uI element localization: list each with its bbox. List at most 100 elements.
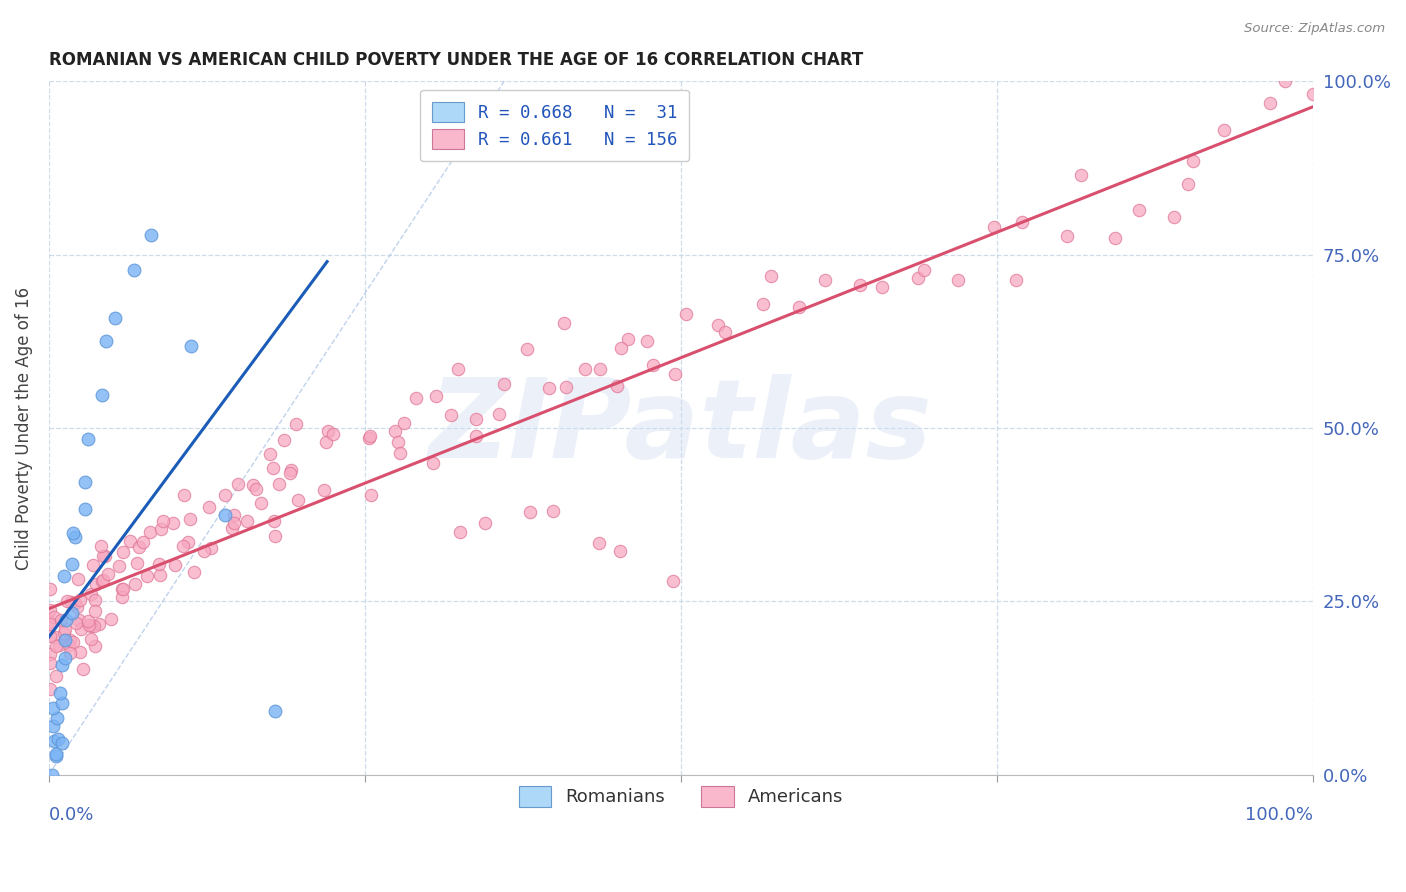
Point [242, 478, 264, 492]
Point [538, 381, 561, 395]
Point [55, 613, 77, 627]
Point [84, 639, 107, 653]
Point [1302, 87, 1324, 102]
Point [62, 635, 84, 649]
Point [1128, 202, 1150, 217]
Point [122, 263, 145, 277]
Point [60, 606, 83, 620]
Point [387, 434, 409, 449]
Point [60, 595, 83, 609]
Point [53, 569, 76, 583]
Point [554, 380, 576, 394]
Point [179, 511, 201, 525]
Point [97, 566, 120, 581]
Point [53, 632, 76, 647]
Point [90, 539, 112, 553]
Point [273, 434, 295, 448]
Point [1258, 95, 1281, 110]
Legend: Romanians, Americans: Romanians, Americans [512, 779, 851, 814]
Point [58, 638, 80, 652]
Point [65, 616, 87, 631]
Point [39, 647, 62, 661]
Point [675, 307, 697, 321]
Point [449, 524, 471, 539]
Point [45, 711, 67, 725]
Point [132, 534, 155, 549]
Text: ZIPatlas: ZIPatlas [429, 375, 934, 482]
Point [388, 445, 411, 459]
Point [405, 391, 427, 405]
Point [914, 263, 936, 277]
Point [56, 594, 79, 608]
Point [111, 582, 134, 596]
Point [1182, 153, 1205, 168]
Point [589, 362, 612, 376]
Point [39, 616, 62, 631]
Point [91, 574, 114, 588]
Point [384, 424, 406, 438]
Point [588, 536, 610, 550]
Point [752, 296, 775, 310]
Point [149, 522, 172, 536]
Point [250, 495, 273, 509]
Point [69, 593, 91, 607]
Point [51, 613, 73, 627]
Point [44, 630, 66, 644]
Point [465, 429, 488, 443]
Point [125, 556, 148, 570]
Point [45, 749, 67, 764]
Point [148, 557, 170, 571]
Point [173, 488, 195, 502]
Point [553, 316, 575, 330]
Point [73, 501, 96, 516]
Point [224, 516, 246, 530]
Point [177, 534, 200, 549]
Point [322, 426, 344, 441]
Point [280, 463, 302, 477]
Point [39, 582, 62, 597]
Point [59, 646, 82, 660]
Point [53, 623, 76, 637]
Point [488, 407, 510, 421]
Point [42, 610, 65, 624]
Point [516, 342, 538, 356]
Point [983, 220, 1005, 235]
Point [609, 543, 631, 558]
Point [39, 629, 62, 643]
Point [163, 558, 186, 573]
Point [72, 662, 94, 676]
Point [51, 697, 73, 711]
Point [183, 565, 205, 579]
Point [41, 767, 63, 781]
Point [474, 516, 496, 530]
Point [360, 429, 382, 443]
Point [51, 736, 73, 750]
Point [83, 619, 105, 633]
Point [200, 541, 222, 555]
Point [59, 632, 82, 647]
Point [1070, 168, 1092, 182]
Point [236, 514, 259, 528]
Point [357, 431, 380, 445]
Point [55, 650, 77, 665]
Point [84, 604, 107, 618]
Point [76, 614, 98, 628]
Point [45, 668, 67, 682]
Point [60, 557, 83, 571]
Point [316, 424, 339, 438]
Point [42, 734, 65, 748]
Point [193, 544, 215, 558]
Point [51, 657, 73, 672]
Point [872, 280, 894, 294]
Point [541, 504, 564, 518]
Point [65, 597, 87, 611]
Point [39, 656, 62, 670]
Point [49, 686, 72, 700]
Point [1011, 215, 1033, 229]
Point [66, 600, 89, 615]
Point [312, 483, 335, 498]
Point [91, 549, 114, 564]
Point [1004, 272, 1026, 286]
Point [107, 559, 129, 574]
Point [138, 525, 160, 540]
